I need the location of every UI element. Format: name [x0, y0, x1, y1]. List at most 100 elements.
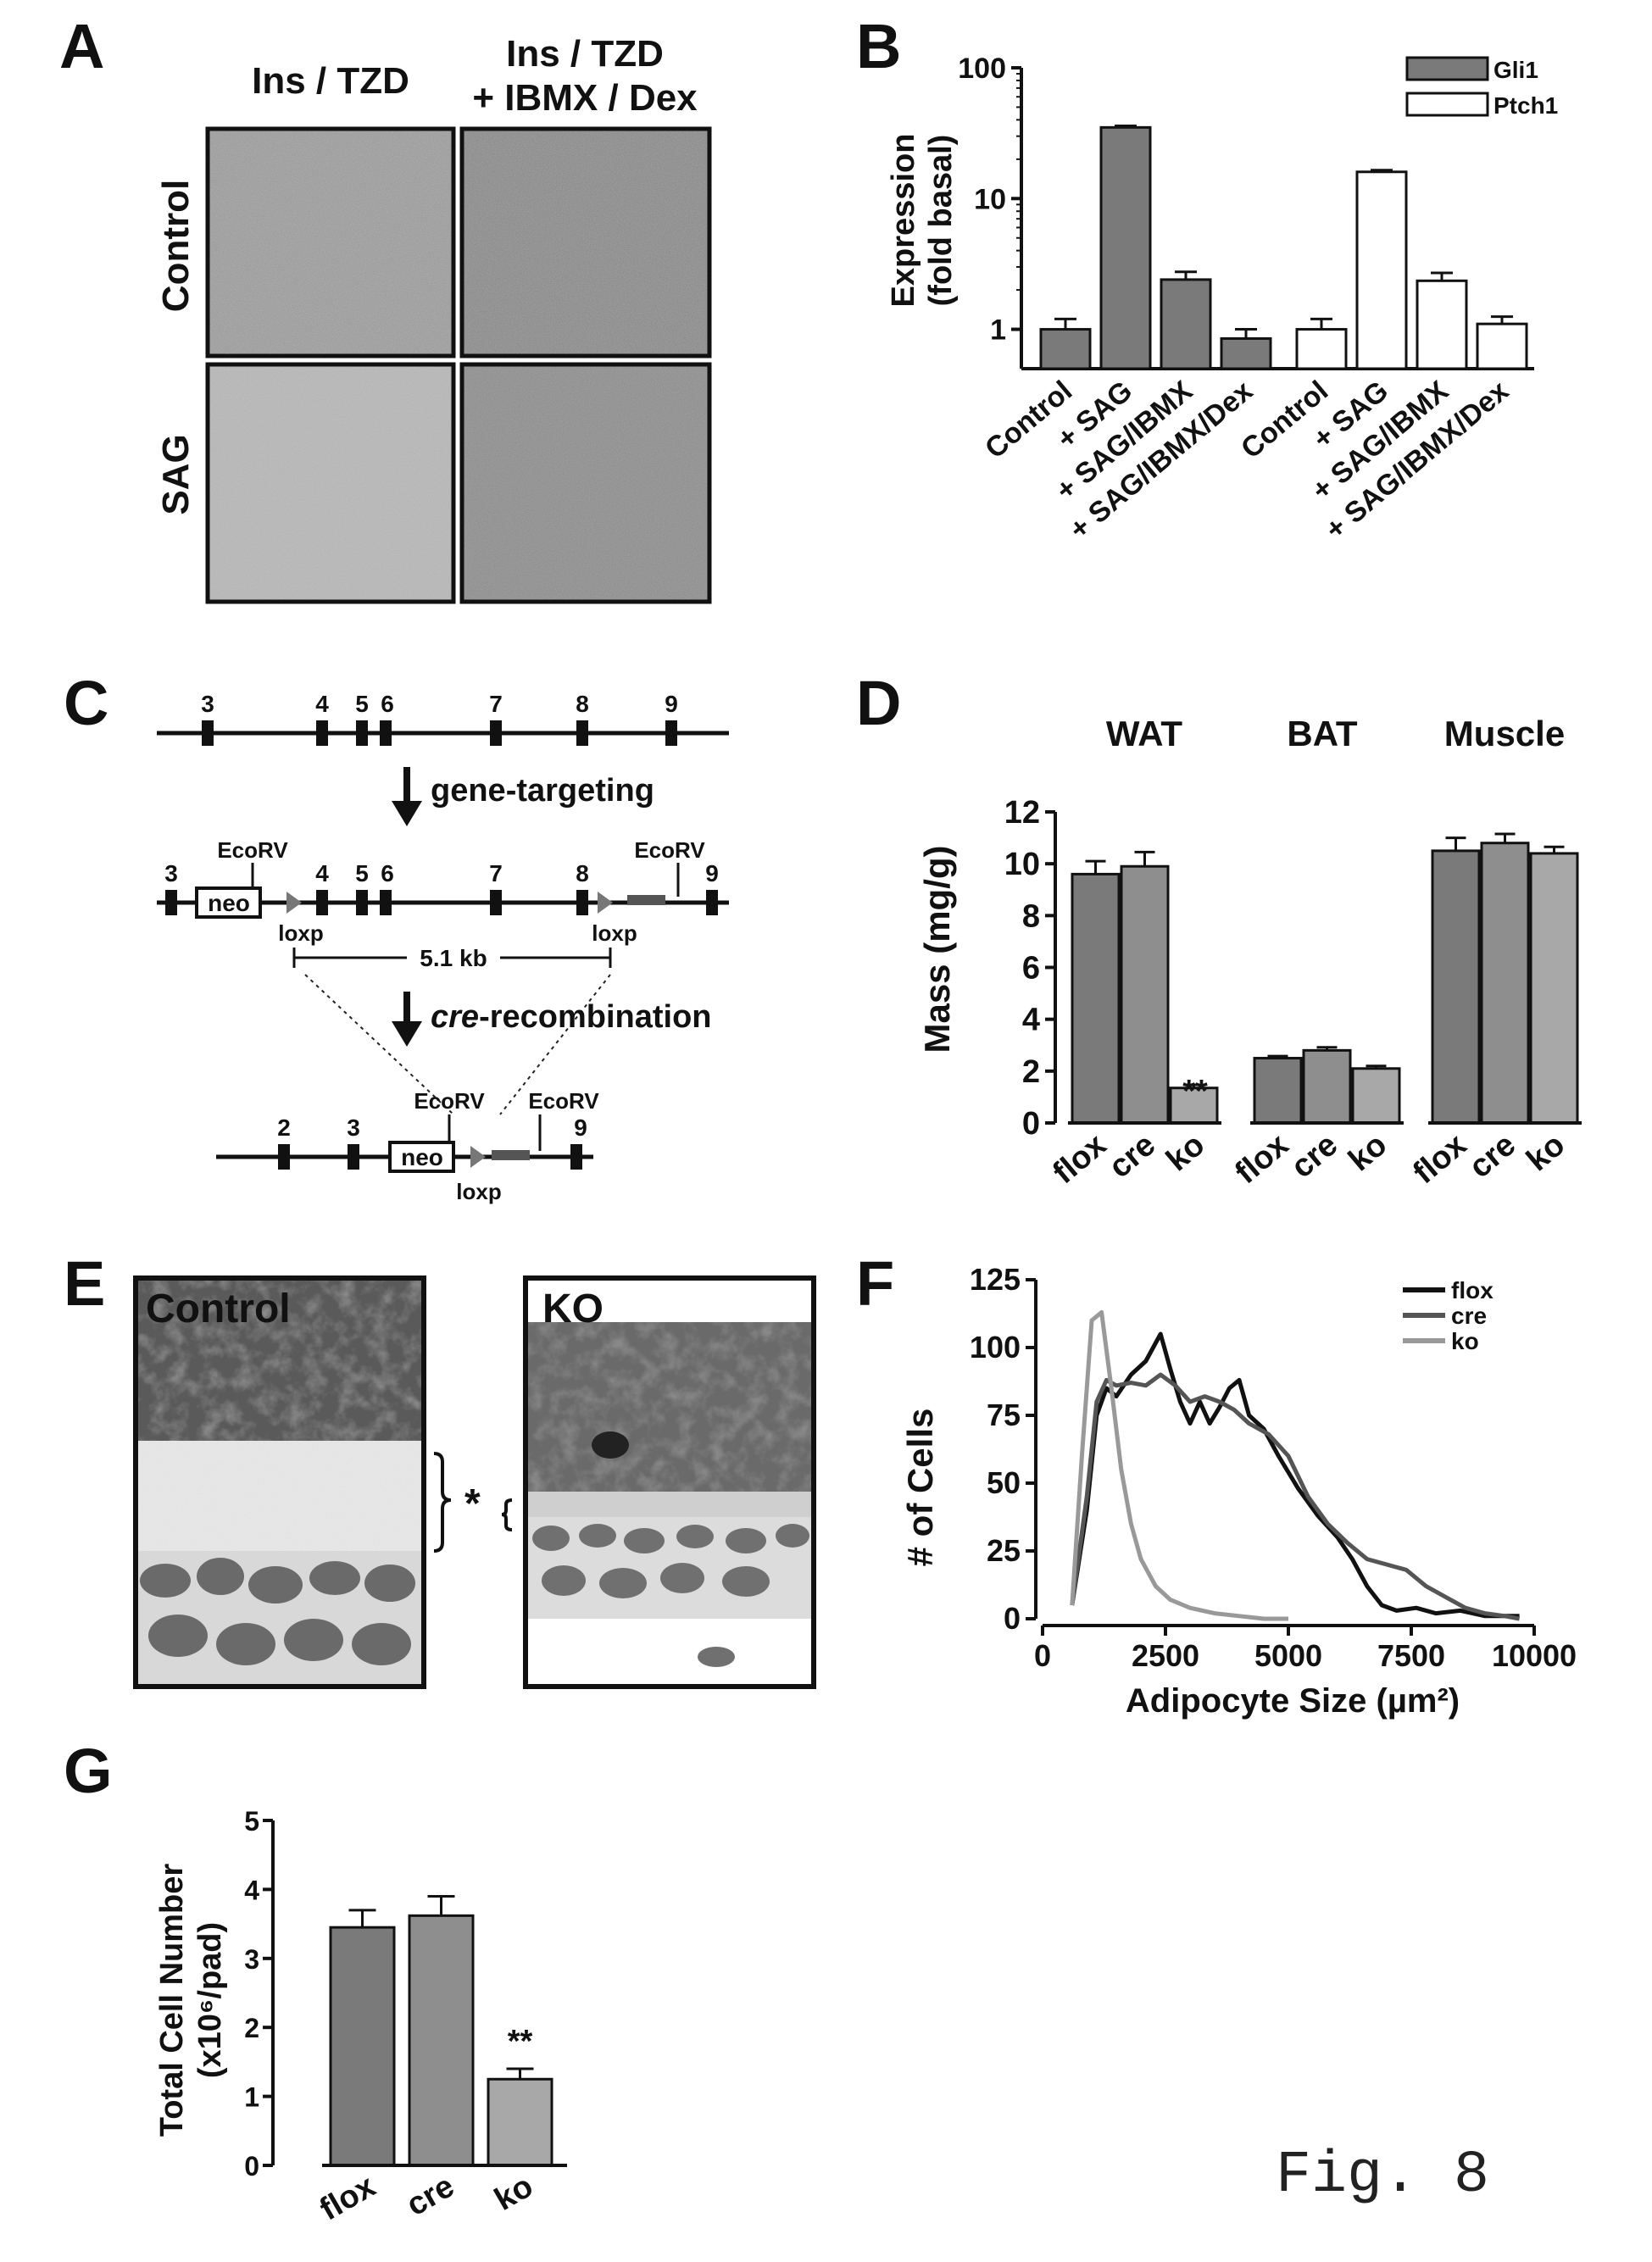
ecorv-label: EcoRV: [528, 1088, 599, 1114]
y-tick-label: 1: [244, 2082, 259, 2113]
x-tick-label: 2500: [1132, 1638, 1199, 1673]
chart-g-plot: 0 1 2 3 4 5 flox cre ko **: [244, 1806, 567, 2228]
panel-a-letter: A: [59, 11, 104, 81]
y-tick-label: 0: [1004, 1601, 1021, 1636]
exon-label: 6: [381, 860, 394, 886]
legend-label: ko: [1451, 1328, 1479, 1354]
exon-label: 4: [315, 691, 329, 717]
col-header-ins-tzd-2: Ins / TZD: [506, 33, 664, 75]
loxp-triangle: [286, 892, 302, 914]
loxp-label: loxp: [456, 1179, 501, 1204]
bar-ptch1: [1355, 170, 1408, 370]
panel-b-letter: B: [856, 11, 901, 81]
gene-targeting-arrow: [392, 767, 422, 826]
histology-ko: KO: [523, 1276, 816, 1689]
panel-g-letter: G: [64, 1736, 113, 1806]
histology-control: Control: [133, 1276, 426, 1689]
exon-label: 8: [576, 691, 589, 717]
exon-label: 9: [705, 860, 719, 886]
ecorv-label: EcoRV: [414, 1088, 485, 1114]
legend-label: flox: [1451, 1277, 1493, 1303]
exon-label: 7: [489, 860, 503, 886]
bar-ko: [1351, 1067, 1401, 1125]
chart-d-plot: 024681012WATfloxcrekoBATfloxcrekoMusclef…: [1004, 714, 1582, 1191]
row-header-control: Control: [155, 180, 197, 312]
x-tick-label: flox: [314, 2168, 381, 2227]
recombined-exons: [278, 1144, 582, 1170]
neo-label: neo: [401, 1144, 443, 1170]
exon-label: 7: [489, 691, 503, 717]
significance-annotation: **: [1182, 1074, 1208, 1109]
exon-label: 2: [277, 1114, 291, 1141]
bar-ko: [487, 2077, 553, 2167]
x-tick-label: ko: [1160, 1127, 1211, 1179]
legend-swatch: [1405, 56, 1489, 81]
bar-gli1: [1099, 125, 1152, 370]
targeted-exon-numbers: 3 4 5 6 7 8 9: [164, 860, 719, 886]
group-label: BAT: [1287, 714, 1358, 753]
exon-label: 3: [201, 691, 214, 717]
y-tick-label: 2: [244, 2013, 259, 2043]
x-tick-label: cre: [1103, 1127, 1163, 1186]
panel-d: D Mass (mg/g) 024681012WATfloxcrekoBATfl…: [856, 668, 1582, 1191]
significance-asterisk: *: [464, 1481, 481, 1526]
legend-swatch: [1405, 92, 1489, 117]
bar-ptch1: [1295, 328, 1348, 370]
bar-ko: [1529, 852, 1579, 1125]
wildtype-exons: [202, 720, 677, 746]
exon-label: 3: [347, 1114, 360, 1141]
y-tick-label: 8: [1022, 898, 1040, 934]
bar-cre: [1302, 1048, 1352, 1125]
bracket-control: [433, 1452, 452, 1553]
col-header-ibmx-dex: + IBMX / Dex: [472, 77, 698, 119]
panel-a: A Ins / TZD Ins / TZD + IBMX / Dex Contr…: [59, 11, 712, 604]
legend-label: Gli1: [1493, 57, 1538, 83]
panel-f-letter: F: [856, 1248, 894, 1319]
y-tick-label: 100: [958, 53, 1006, 85]
cre-recombination-label: cre-recombination: [431, 999, 712, 1035]
y-tick-label: 6: [1022, 951, 1040, 986]
x-tick-label: 7500: [1377, 1638, 1445, 1673]
legend-label: cre: [1451, 1303, 1487, 1329]
histology-control-label: Control: [146, 1287, 291, 1331]
bar-flox: [1431, 849, 1481, 1125]
y-tick-label: 2: [1022, 1054, 1040, 1090]
y-tick-label: 50: [987, 1465, 1021, 1500]
x-tick-label: ko: [489, 2168, 539, 2218]
exon-label: 9: [574, 1114, 587, 1141]
bar-gli1: [1220, 336, 1272, 370]
bar-ptch1: [1416, 279, 1468, 370]
loxp-triangle: [470, 1146, 486, 1168]
bar-cre: [1480, 842, 1530, 1125]
group-label: Muscle: [1444, 714, 1565, 753]
micrograph-control-ibmx: [459, 126, 712, 358]
panel-f: F # of Cells Adipocyte Size (µm²) 0 25 50 7…: [856, 1248, 1577, 1720]
ylabel-b-line1: Expression: [886, 134, 921, 308]
exon-label: 9: [665, 691, 678, 717]
significance-annotation: **: [508, 2024, 533, 2059]
x-tick-label: ko: [1520, 1127, 1571, 1179]
ylabel-d: Mass (mg/g): [917, 845, 957, 1053]
panel-e-letter: E: [64, 1248, 105, 1319]
x-tick-label: 0: [1034, 1638, 1051, 1673]
bar-flox: [329, 1926, 396, 2167]
ecorv-label: EcoRV: [217, 837, 288, 863]
bracket-ko: [501, 1498, 513, 1531]
exon-label: 4: [315, 860, 329, 886]
panel-e: E Control *: [64, 1248, 816, 1689]
exon-label: 6: [381, 691, 394, 717]
micrograph-sag-ibmx: [459, 362, 712, 604]
bar-cre: [1120, 864, 1170, 1125]
series-line-ko: [1070, 1309, 1288, 1621]
x-tick-label: cre: [1463, 1127, 1523, 1186]
gene-targeting-label: gene-targeting: [431, 773, 654, 809]
distance-label: 5.1 kb: [420, 945, 487, 971]
targeted-exons: [165, 890, 718, 915]
panel-b: B Expression (fold basal) 110100Control+…: [856, 11, 1558, 546]
wildtype-exon-numbers: 3 4 5 6 7 8 9: [201, 691, 678, 717]
cre-recombination-arrow: [392, 992, 422, 1047]
neo-label: neo: [208, 890, 250, 916]
figure-label: Fig. 8: [1276, 2143, 1489, 2209]
